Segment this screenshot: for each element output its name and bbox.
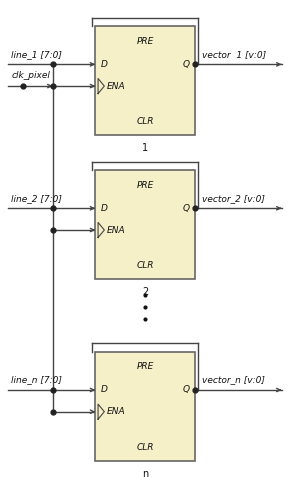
Text: 2: 2 <box>142 287 148 298</box>
Text: ENA: ENA <box>107 407 125 416</box>
Bar <box>95 352 195 460</box>
Bar <box>95 170 195 279</box>
Text: Q: Q <box>182 204 190 213</box>
Text: PRE: PRE <box>136 37 154 46</box>
Text: line_n [7:0]: line_n [7:0] <box>11 375 62 384</box>
Text: n: n <box>142 469 148 479</box>
Text: vector_n [v:0]: vector_n [v:0] <box>202 375 265 384</box>
Text: Q: Q <box>182 60 190 69</box>
Text: D: D <box>100 204 107 213</box>
Text: line_2 [7:0]: line_2 [7:0] <box>11 194 62 203</box>
Bar <box>95 27 195 135</box>
Text: Q: Q <box>182 385 190 395</box>
Text: ENA: ENA <box>107 226 125 235</box>
Text: D: D <box>100 60 107 69</box>
Text: CLR: CLR <box>136 261 154 270</box>
Text: line_1 [7:0]: line_1 [7:0] <box>11 50 62 59</box>
Text: PRE: PRE <box>136 362 154 371</box>
Text: ENA: ENA <box>107 82 125 91</box>
Text: CLR: CLR <box>136 117 154 126</box>
Text: clk_pixel: clk_pixel <box>11 71 50 80</box>
Text: D: D <box>100 385 107 395</box>
Text: vector  1 [v:0]: vector 1 [v:0] <box>202 50 266 59</box>
Text: 1: 1 <box>142 143 148 154</box>
Text: CLR: CLR <box>136 443 154 452</box>
Text: PRE: PRE <box>136 181 154 190</box>
Text: vector_2 [v:0]: vector_2 [v:0] <box>202 194 265 203</box>
